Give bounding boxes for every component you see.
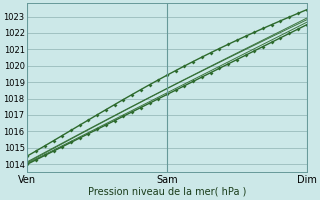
X-axis label: Pression niveau de la mer( hPa ): Pression niveau de la mer( hPa ) [88, 187, 246, 197]
